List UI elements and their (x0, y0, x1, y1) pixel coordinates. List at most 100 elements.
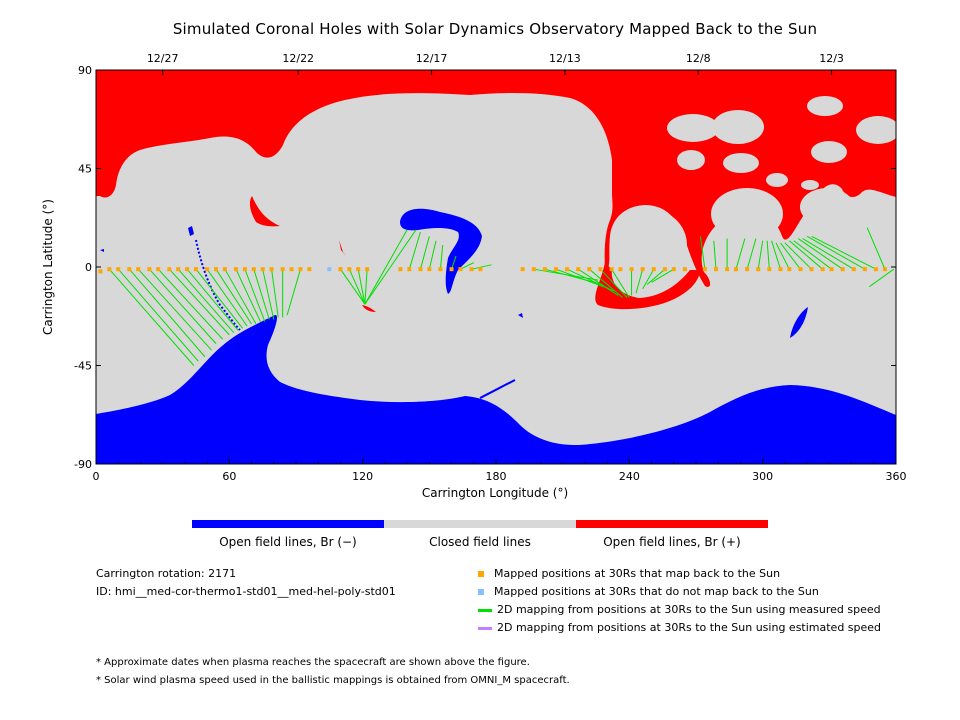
chart-title: Simulated Coronal Holes with Solar Dynam… (172, 20, 818, 38)
mapped-point (398, 267, 403, 272)
closed-island (811, 141, 847, 163)
colorbar-label-positive: Open field lines, Br (+) (603, 535, 741, 549)
mapping-line (766, 240, 770, 270)
mapped-point (734, 267, 738, 272)
mapping-line (364, 229, 417, 305)
mapped-point (127, 267, 132, 272)
mapping-line (806, 235, 866, 270)
x-tick-label: 120 (352, 470, 373, 483)
mapped-point (98, 269, 103, 274)
date-label: 12/13 (549, 52, 581, 65)
mapping-line (555, 268, 610, 290)
legend-text: 2D mapping from positions at 30Rs to the… (497, 621, 882, 634)
carrington-rotation: Carrington rotation: 2171 (96, 567, 237, 580)
positive-patch (249, 196, 280, 227)
mapping-line (784, 242, 812, 270)
mapping-line (128, 268, 206, 358)
mapped-point (222, 267, 227, 272)
mapped-point (469, 267, 474, 272)
mapping-line (869, 268, 895, 288)
unmapped-point (327, 267, 332, 272)
footnote-dates: * Approximate dates when plasma reaches … (96, 657, 530, 668)
mapping-line (451, 255, 457, 270)
mapping-line (780, 242, 801, 270)
x-tick-label: 0 (93, 470, 100, 483)
legend-swatch-orange (478, 571, 484, 577)
mapping-line (357, 269, 366, 305)
legend-mapped-back: Mapped positions at 30Rs that map back t… (478, 567, 780, 580)
legend-not-mapped-back: Mapped positions at 30Rs that do not map… (478, 585, 819, 598)
mapped-point (851, 267, 856, 272)
mapping-line (340, 268, 366, 305)
mapped-point (725, 267, 730, 272)
mapped-point (449, 267, 454, 272)
mapped-point (520, 267, 525, 272)
mapped-point (756, 267, 761, 272)
mapping-line (348, 268, 366, 305)
mapped-point (874, 267, 878, 272)
y-tick-label: 0 (85, 261, 92, 274)
mapping-line (195, 268, 244, 329)
mapped-point (767, 267, 772, 272)
y-axis-label: Carrington Latitude (°) (41, 199, 55, 335)
mapping-line (789, 240, 823, 270)
mapped-point (338, 267, 343, 272)
mapped-point (176, 267, 181, 272)
mapped-point (194, 267, 198, 272)
mapped-point (618, 267, 623, 272)
mapped-point (651, 267, 656, 272)
mapping-line (866, 227, 886, 270)
legend-measured-speed: 2D mapping from positions at 30Rs to the… (478, 603, 881, 616)
mapped-point (542, 267, 547, 272)
mapping-line (286, 269, 301, 316)
date-label: 12/8 (686, 52, 711, 65)
x-axis-label: Carrington Longitude (°) (421, 486, 569, 500)
mapping-line (262, 269, 275, 320)
x-tick-label: 360 (886, 470, 907, 483)
mapping-line (224, 268, 257, 325)
mapping-line (775, 242, 790, 270)
mapped-point (205, 267, 210, 272)
negative-patch (479, 379, 516, 399)
mapped-point (554, 267, 558, 272)
south-negative-hole (96, 314, 896, 464)
mapped-point (260, 267, 265, 272)
legend-swatch-lightblue (478, 589, 484, 595)
mapping-line (215, 268, 252, 325)
colorbar-label-negative: Open field lines, Br (−) (219, 535, 357, 549)
model-id: ID: hmi__med-cor-thermo1-std01__med-hel-… (96, 585, 396, 598)
mapping-line (364, 269, 368, 305)
colorbar-negative (192, 520, 384, 528)
date-label: 12/27 (147, 52, 179, 65)
mapping-line (439, 245, 444, 270)
closed-island (711, 188, 783, 240)
mapped-point (862, 267, 867, 272)
mapped-point (280, 267, 285, 272)
negative-patch (188, 226, 194, 236)
mapping-line (177, 268, 235, 333)
mapping-line (600, 268, 628, 298)
mapping-line (771, 240, 781, 270)
negative-hole (400, 208, 482, 294)
mapped-point (107, 267, 112, 272)
mapping-lines (108, 227, 895, 366)
colorbar-label-closed: Closed field lines (429, 535, 531, 549)
negative-patch (195, 239, 241, 331)
mapped-point (269, 267, 274, 272)
mapped-point (702, 267, 707, 272)
mapping-line (646, 268, 666, 285)
mapped-point (587, 267, 592, 272)
mapping-line (206, 268, 248, 327)
mapped-point (214, 267, 218, 272)
mapping-line (186, 268, 239, 331)
mapped-point (298, 267, 303, 272)
mapping-line (757, 240, 764, 270)
mapping-line (713, 240, 717, 270)
mapped-point (289, 267, 294, 272)
y-tick-label: 90 (78, 64, 92, 77)
mapping-line (168, 268, 230, 336)
mapped-point (682, 267, 687, 272)
mapped-point (798, 267, 803, 272)
mapping-line (746, 238, 757, 270)
